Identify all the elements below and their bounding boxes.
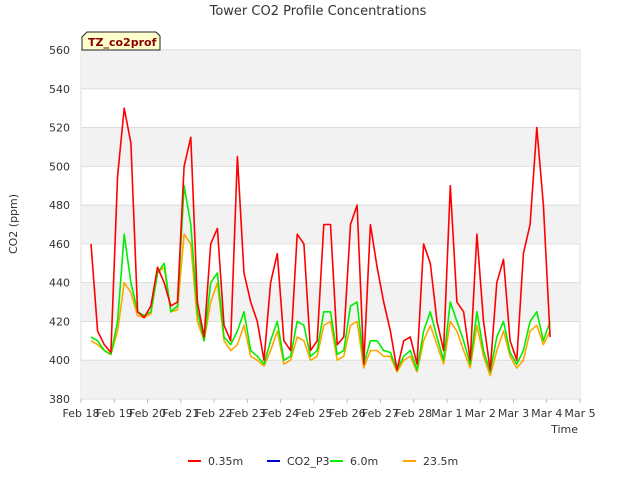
x-tick-label: Feb 27 — [362, 407, 399, 420]
tag-badge-text: TZ_co2prof — [88, 36, 157, 49]
y-tick-label: 500 — [49, 160, 70, 173]
plot-band — [81, 127, 580, 167]
legend-item: 6.0m — [330, 455, 378, 468]
y-tick-label: 420 — [49, 315, 70, 328]
chart-title: Tower CO2 Profile Concentrations — [209, 4, 427, 19]
y-axis-ticks: 380 400 420 440 460 480 500 520 540 560 — [49, 44, 70, 406]
legend-item: 23.5m — [403, 455, 458, 468]
legend-label: 23.5m — [423, 455, 458, 468]
x-tick-label: Mar 5 — [564, 407, 595, 420]
y-tick-label: 560 — [49, 44, 70, 57]
x-tick-label: Mar 1 — [431, 407, 462, 420]
y-tick-label: 400 — [49, 354, 70, 367]
series-line-6.0m — [90, 184, 551, 373]
legend: 0.35m CO2_P3 6.0m 23.5m — [188, 455, 458, 468]
x-tick-label: Feb 20 — [129, 407, 166, 420]
legend-item: 0.35m — [188, 455, 243, 468]
x-tick-label: Feb 24 — [262, 407, 299, 420]
y-tick-label: 520 — [49, 122, 70, 135]
x-tick-label: Feb 26 — [329, 407, 366, 420]
tag-badge-box — [81, 31, 161, 51]
x-tick-label: Mar 3 — [498, 407, 529, 420]
y-tick-label: 460 — [49, 238, 70, 251]
x-tick-label: Feb 23 — [229, 407, 266, 420]
y-tick-label: 380 — [49, 393, 70, 406]
x-tick-label: Feb 28 — [395, 407, 432, 420]
legend-label: 6.0m — [350, 455, 378, 468]
legend-label: 0.35m — [208, 455, 243, 468]
x-tick-label: Feb 22 — [196, 407, 233, 420]
y-axis-label: CO2 (ppm) — [7, 194, 20, 254]
x-tick-label: Feb 25 — [295, 407, 332, 420]
y-tick-label: 440 — [49, 277, 70, 290]
legend-item: CO2_P3 — [267, 455, 329, 468]
x-tick-label: Feb 19 — [96, 407, 133, 420]
x-tick-label: Feb 21 — [162, 407, 199, 420]
plot-band — [81, 360, 580, 399]
x-tick-label: Mar 2 — [465, 407, 496, 420]
plot-background — [80, 49, 581, 400]
legend-label: CO2_P3 — [287, 455, 329, 468]
y-tick-label: 480 — [49, 199, 70, 212]
tag-badge: TZ_co2prof — [81, 31, 161, 51]
y-tick-label: 540 — [49, 83, 70, 96]
series-line-0.35m — [90, 107, 551, 371]
series-layer — [90, 107, 551, 377]
x-tick-label: Mar 4 — [531, 407, 562, 420]
plot-band — [81, 50, 580, 89]
x-axis-label: Time — [550, 423, 578, 436]
x-tick-label: Feb 18 — [63, 407, 100, 420]
